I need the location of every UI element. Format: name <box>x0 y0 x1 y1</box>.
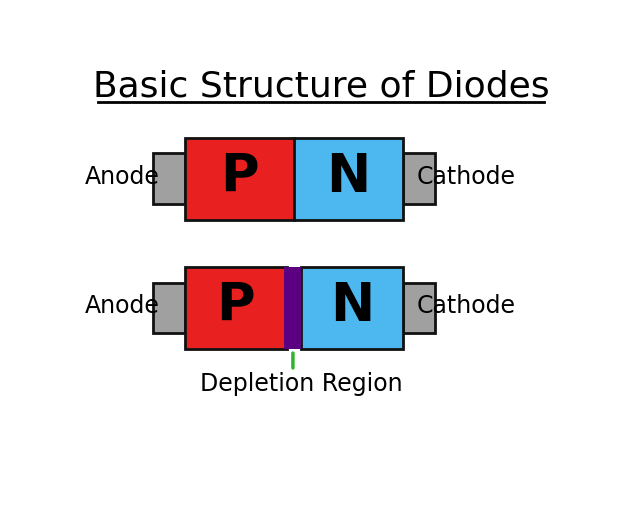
Bar <box>185 137 294 220</box>
Bar <box>185 267 287 349</box>
Text: N: N <box>331 280 374 332</box>
Text: P: P <box>220 151 259 203</box>
Bar <box>403 282 435 333</box>
Bar <box>284 267 302 349</box>
Text: Cathode: Cathode <box>417 165 516 189</box>
Text: N: N <box>326 151 371 203</box>
Text: P: P <box>217 280 255 332</box>
Bar <box>153 153 185 204</box>
Text: Basic Structure of Diodes: Basic Structure of Diodes <box>93 70 549 103</box>
Text: Anode: Anode <box>85 165 160 189</box>
Text: Cathode: Cathode <box>417 294 516 318</box>
Bar <box>294 137 403 220</box>
Bar <box>403 153 435 204</box>
Bar <box>153 282 185 333</box>
Text: Depletion Region: Depletion Region <box>200 373 403 397</box>
Bar <box>301 267 403 349</box>
Text: Anode: Anode <box>85 294 160 318</box>
